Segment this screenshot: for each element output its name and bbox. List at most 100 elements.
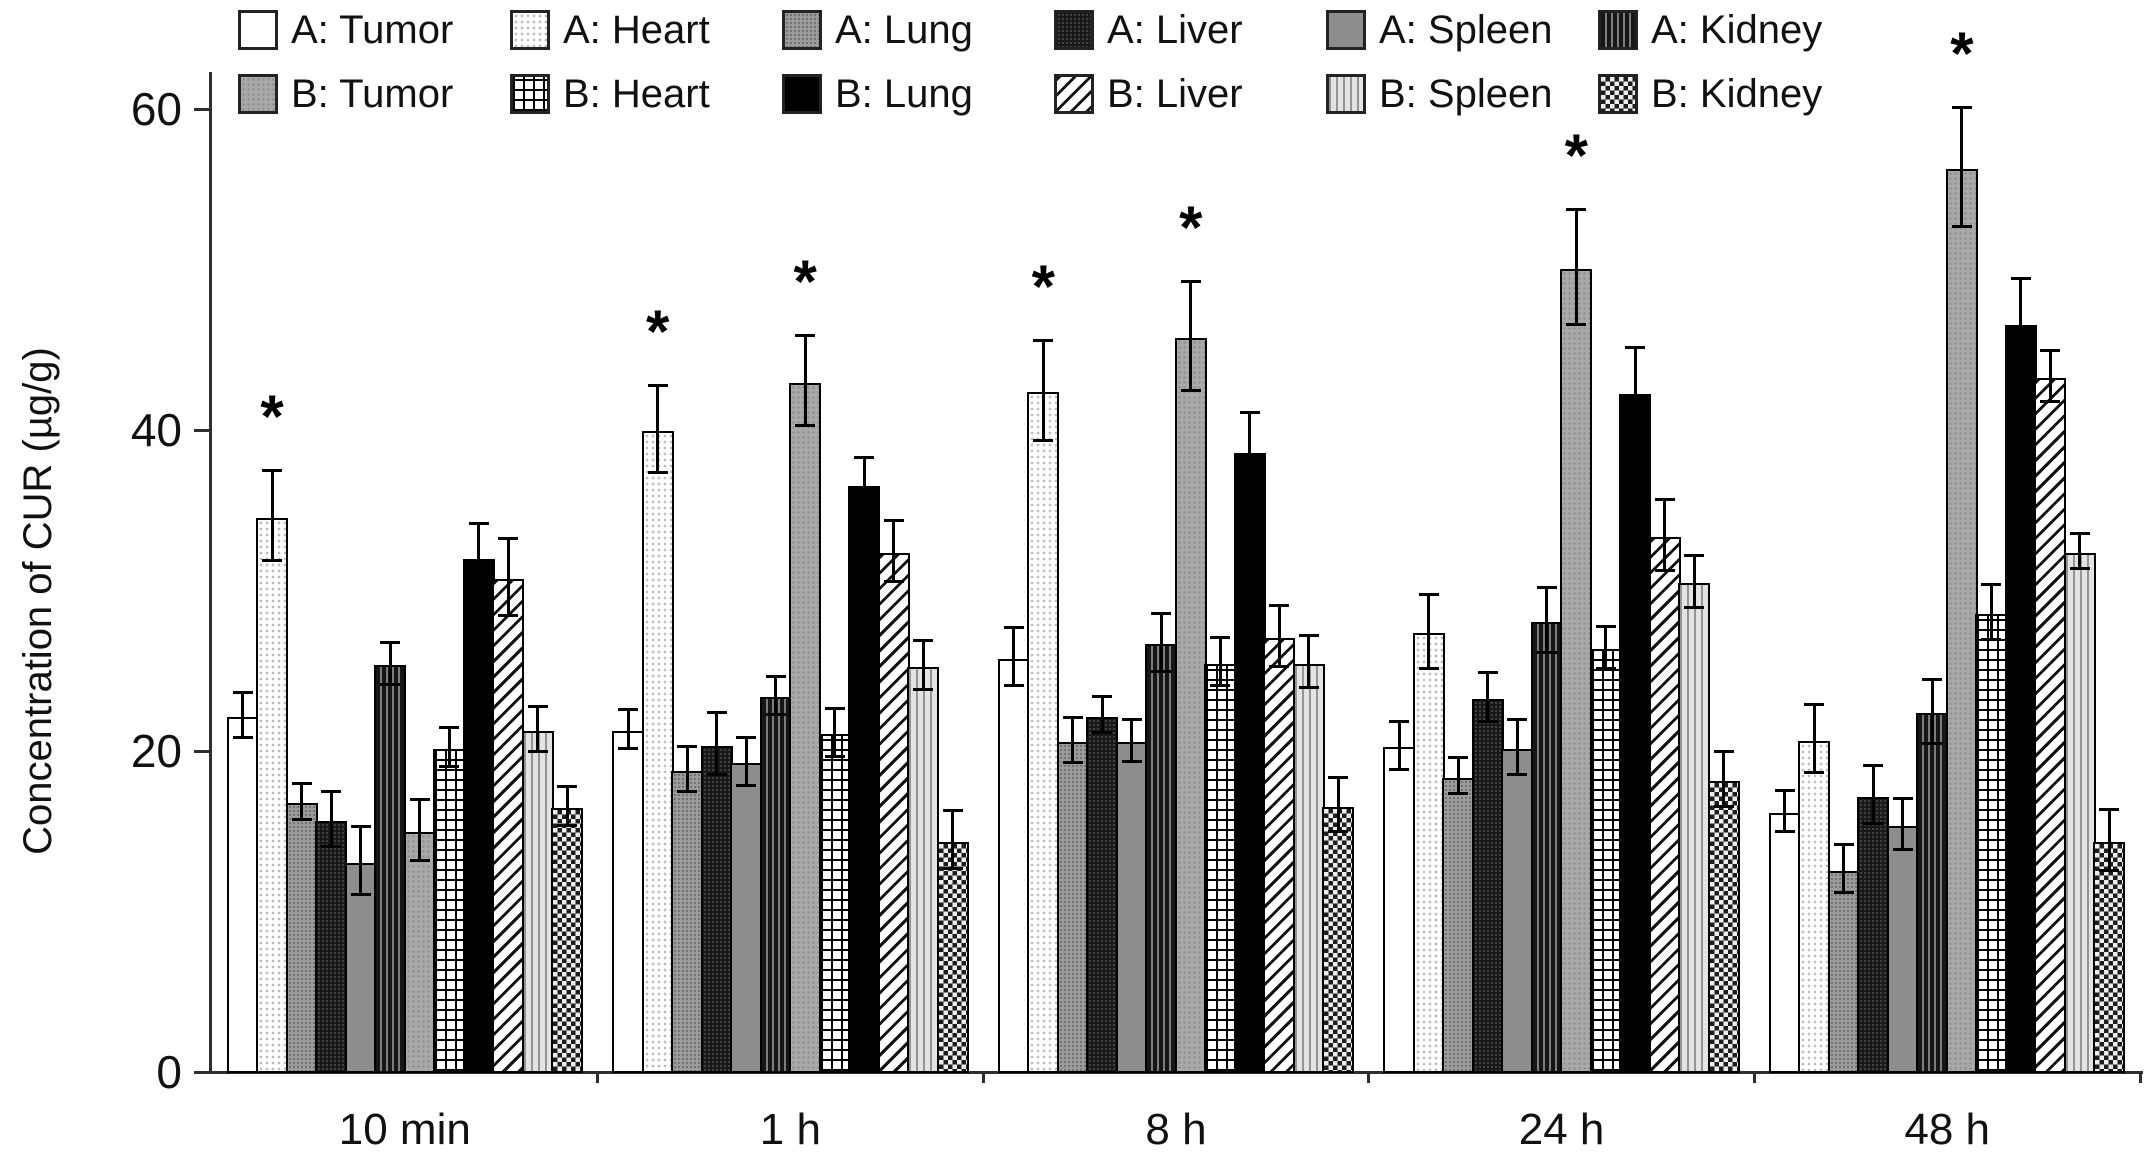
bar-b-lung-10-min (462, 559, 495, 1073)
error-cap-bottom (1121, 759, 1142, 763)
significance-star-b-tumor-48-h: * (1950, 20, 1974, 88)
bar-a-spleen-48-h (1886, 825, 1919, 1073)
error-cap-top (262, 469, 283, 473)
legend-swatch-b-kidney (1598, 74, 1638, 114)
bar-a-lung-1-h (671, 771, 704, 1073)
legend-swatch-a-heart (510, 10, 550, 50)
y-tick-20 (194, 750, 209, 753)
significance-star-a-heart-1-h: * (645, 298, 670, 366)
y-tick-40 (194, 429, 209, 432)
error-cap-top (1477, 671, 1498, 675)
y-axis-line (209, 72, 212, 1074)
x-boundary-tick-3 (1367, 1071, 1371, 1083)
bar-b-liver-1-h (877, 552, 910, 1073)
bar-a-tumor-48-h (1768, 812, 1801, 1073)
error-cap-top (1092, 695, 1113, 699)
error-cap-top (1951, 106, 1972, 110)
legend-swatch-a-liver (1054, 10, 1094, 50)
error-cap-top (1595, 624, 1616, 628)
error-bar-a-lung-48-h (1842, 843, 1846, 895)
error-bar-b-spleen-1-h (921, 639, 925, 691)
error-cap-top (765, 674, 786, 678)
error-bar-a-lung-1-h (685, 745, 689, 794)
legend-swatch-a-spleen (1326, 10, 1366, 50)
legend-item-b-lung: B: Lung (782, 72, 1054, 116)
error-bar-a-kidney-24-h (1545, 586, 1549, 654)
error-cap-top (795, 334, 816, 338)
bar-b-tumor-8-h (1174, 337, 1207, 1073)
error-cap-bottom (1477, 719, 1498, 723)
error-cap-bottom (1239, 488, 1260, 492)
error-cap-top (1922, 677, 1943, 681)
bar-a-tumor-24-h (1383, 747, 1416, 1073)
error-cap-top (1713, 750, 1734, 753)
bar-b-kidney-24-h (1707, 780, 1740, 1073)
error-cap-top (1684, 554, 1705, 558)
significance-star-a-heart-10-min: * (260, 383, 284, 451)
error-bar-a-spleen-10-min (359, 825, 363, 897)
error-bar-a-spleen-48-h (1901, 796, 1905, 852)
error-cap-top (527, 705, 548, 709)
error-cap-bottom (262, 559, 283, 563)
error-bar-b-liver-1-h (892, 518, 896, 584)
bar-b-spleen-1-h (907, 666, 940, 1073)
legend-swatch-b-lung (782, 74, 822, 114)
error-cap-top (439, 725, 460, 729)
legend-label-b-kidney: B: Kidney (1651, 72, 1823, 116)
error-cap-bottom (439, 764, 460, 768)
error-bar-b-tumor-8-h (1189, 279, 1193, 393)
bar-a-spleen-8-h (1115, 742, 1148, 1073)
legend-label-a-spleen: A: Spleen (1379, 8, 1553, 52)
bar-b-lung-1-h (848, 485, 881, 1073)
bar-a-kidney-10-min (374, 665, 407, 1073)
bar-b-heart-48-h (1975, 613, 2008, 1073)
error-bar-b-spleen-48-h (2078, 531, 2082, 571)
x-category-label-1-h: 1 h (759, 1105, 821, 1154)
error-cap-bottom (557, 824, 578, 828)
legend-label-a-kidney: A: Kidney (1651, 8, 1823, 52)
error-cap-bottom (527, 750, 548, 754)
error-cap-bottom (736, 783, 757, 787)
legend-label-a-lung: A: Lung (835, 8, 973, 52)
error-bar-a-heart-1-h (656, 384, 660, 474)
x-category-label-24-h: 24 h (1518, 1105, 1605, 1154)
error-cap-bottom (1062, 761, 1083, 765)
significance-star-b-tumor-24-h: * (1564, 121, 1589, 189)
error-cap-bottom (883, 580, 904, 584)
legend-item-b-tumor: B: Tumor (238, 72, 510, 116)
error-cap-bottom (1151, 669, 1172, 673)
bar-a-spleen-24-h (1501, 748, 1534, 1073)
error-bar-a-liver-24-h (1486, 671, 1490, 723)
bar-b-lung-48-h (2004, 325, 2037, 1073)
bar-b-kidney-1-h (936, 841, 969, 1073)
error-bar-a-heart-48-h (1812, 703, 1816, 775)
error-cap-bottom (1536, 650, 1557, 654)
error-bar-b-spleen-10-min (536, 705, 540, 754)
error-cap-top (1210, 636, 1231, 640)
error-cap-bottom (1418, 666, 1439, 670)
error-cap-top (350, 825, 371, 829)
error-cap-bottom (1033, 438, 1054, 442)
error-cap-bottom (1892, 848, 1913, 852)
error-cap-top (1389, 719, 1410, 723)
error-cap-bottom (942, 867, 963, 871)
error-bar-b-lung-8-h (1248, 411, 1252, 492)
error-cap-bottom (498, 613, 519, 617)
error-cap-bottom (1448, 791, 1469, 795)
bar-b-kidney-48-h (2093, 841, 2126, 1073)
error-cap-top (942, 809, 963, 813)
bar-a-liver-1-h (700, 745, 733, 1073)
bar-b-heart-8-h (1204, 663, 1237, 1073)
error-cap-bottom (2069, 567, 2090, 571)
legend-swatch-b-heart (510, 74, 550, 114)
legend-swatch-a-lung (782, 10, 822, 50)
error-bar-a-kidney-10-min (388, 640, 392, 686)
error-cap-top (232, 690, 253, 694)
error-cap-top (824, 706, 845, 710)
error-bar-b-heart-8-h (1218, 636, 1222, 688)
error-bar-b-kidney-1-h (951, 809, 955, 871)
error-cap-top (1328, 775, 1349, 779)
bar-a-kidney-24-h (1530, 621, 1563, 1073)
error-bar-a-tumor-1-h (626, 708, 630, 750)
